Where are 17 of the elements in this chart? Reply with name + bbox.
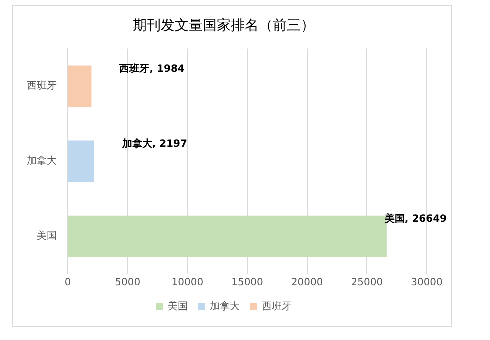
y-tick-label: 美国: [37, 230, 57, 242]
y-tick-label: 加拿大: [27, 154, 57, 167]
x-tick-label: 5000: [115, 278, 141, 289]
y-tick-label: 西班牙: [27, 80, 57, 92]
data-label: 美国, 26649: [384, 213, 448, 226]
x-tick-label: 30000: [411, 278, 443, 289]
x-tick-label: 15000: [232, 278, 264, 289]
chart-title: 期刊发文量国家排名（前三）: [133, 18, 315, 34]
x-tick-label: 25000: [351, 278, 384, 289]
legend-label: 西班牙: [262, 300, 292, 313]
x-tick-label: 10000: [172, 278, 204, 289]
data-label: 加拿大, 2197: [121, 138, 188, 150]
x-tick-label: 0: [64, 278, 72, 289]
legend-label: 美国: [168, 300, 188, 313]
data-label: 西班牙, 1984: [118, 62, 185, 75]
x-tick-label: 20000: [291, 278, 324, 289]
legend-label: 加拿大: [210, 300, 240, 313]
